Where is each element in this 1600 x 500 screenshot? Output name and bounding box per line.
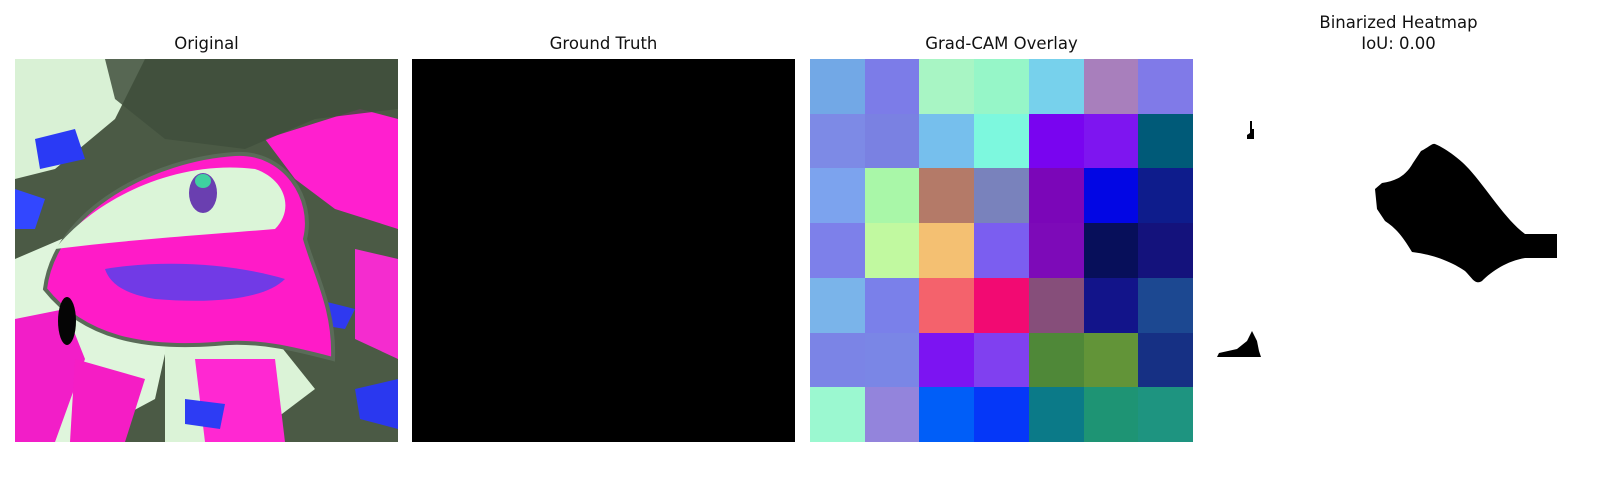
gradcam-cell [864,168,920,224]
gradcam-cell [810,113,865,169]
gradcam-cell [864,277,920,333]
gradcam-cell [1083,168,1139,224]
gradcam-cell [1138,277,1193,333]
gradcam-cell [810,168,865,224]
gradcam-cell [864,387,920,442]
gradcam-cell [974,332,1029,388]
gradcam-cell [974,168,1029,224]
gradcam-cell [1083,387,1139,442]
gradcam-cell [974,223,1029,278]
gradcam-cell [1083,59,1139,114]
gradcam-cell [810,277,865,333]
gradcam-cell [974,387,1029,442]
gradcam-cell [1138,59,1193,114]
gradcam-cell [1028,332,1084,388]
gradcam-cell [974,277,1029,333]
gradcam-cell [1138,113,1193,169]
gradcam-cell [810,332,865,388]
binarized-heatmap-title: Binarized Heatmap [1319,13,1478,32]
gradcam-cell [919,113,975,169]
gradcam-cell [810,387,865,442]
gradcam-overlay-grid [810,59,1193,442]
ground-truth-title: Ground Truth [549,34,658,53]
gradcam-cell [919,332,975,388]
gradcam-cell [1028,59,1084,114]
gradcam-cell [1138,332,1193,388]
gradcam-cell [864,223,920,278]
gradcam-cell [1028,113,1084,169]
gradcam-cell [1138,168,1193,224]
gradcam-cell [1138,223,1193,278]
original-title: Original [174,34,239,53]
gradcam-cell [919,168,975,224]
gradcam-cell [810,223,865,278]
gradcam-cell [1028,387,1084,442]
gradcam-cell [864,59,920,114]
binarized-heatmap [1207,59,1590,442]
gradcam-cell [864,332,920,388]
gradcam-cell [919,223,975,278]
gradcam-cell [810,59,865,114]
gradcam-cell [864,113,920,169]
gradcam-cell [1083,277,1139,333]
gradcam-cell [919,387,975,442]
gradcam-title: Grad-CAM Overlay [925,34,1078,53]
ground-truth-mask [412,59,795,442]
iou-subtitle: IoU: 0.00 [1361,34,1436,53]
gradcam-cell [1028,168,1084,224]
gradcam-cell [974,113,1029,169]
gradcam-cell [1083,223,1139,278]
gradcam-cell [1138,387,1193,442]
gradcam-cell [1083,332,1139,388]
gradcam-cell [1083,113,1139,169]
gradcam-cell [919,277,975,333]
gradcam-cell [1028,277,1084,333]
gradcam-cell [1028,223,1084,278]
gradcam-cell [919,59,975,114]
gradcam-cell [974,59,1029,114]
original-image [15,59,398,442]
